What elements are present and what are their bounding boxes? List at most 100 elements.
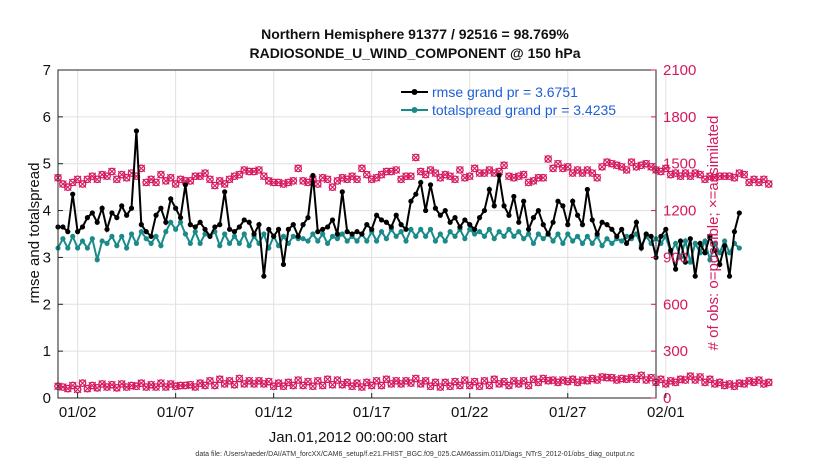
totalspread-point [94, 257, 100, 263]
totalspread-point [217, 243, 223, 249]
totalspread-point [427, 226, 434, 232]
rmse-point [187, 222, 193, 228]
rmse-point [369, 226, 375, 232]
rmse-point [231, 229, 238, 235]
rmse-point [65, 229, 71, 235]
rmse-point [138, 222, 144, 228]
totalspread-point [374, 238, 380, 244]
possible-obs-marker [411, 153, 420, 162]
totalspread-point [354, 238, 360, 244]
rmse-point [256, 222, 262, 228]
rmse-point [496, 172, 502, 179]
totalspread-point [467, 226, 473, 232]
series-layer [54, 128, 773, 394]
possible-obs-marker [740, 170, 749, 179]
totalspread-point [364, 238, 370, 244]
totalspread-point [261, 231, 267, 237]
rmse-point [570, 198, 576, 204]
rmse-point [398, 222, 404, 228]
rmse-point [202, 226, 208, 232]
totalspread-point [476, 229, 483, 235]
totalspread-point [231, 233, 238, 239]
rmse-point [550, 219, 556, 225]
possible-obs-marker [152, 178, 160, 187]
totalspread-point [246, 243, 252, 249]
assimilated-obs-marker [318, 381, 327, 390]
y-axis-label: rmse and totalspread [26, 163, 43, 304]
totalspread-point [677, 254, 684, 261]
legend-spread-label: totalspread grand pr = 3.4235 [432, 102, 616, 118]
x-tick-label: 01/22 [451, 404, 489, 421]
totalspread-point [442, 238, 448, 244]
rmse-point [104, 226, 110, 232]
y-tick-label: 3 [43, 249, 51, 266]
chart-title: Northern Hemisphere 91377 / 92516 = 98.7… [261, 26, 569, 42]
totalspread-point [398, 229, 404, 235]
possible-obs-marker [392, 166, 401, 174]
rmse-point [619, 226, 625, 232]
rmse-point [158, 205, 164, 211]
totalspread-point [521, 236, 527, 242]
totalspread-point [506, 226, 512, 232]
rmse-point [251, 231, 257, 237]
rmse-point [697, 240, 703, 246]
totalspread-point [423, 233, 429, 239]
totalspread-point [418, 226, 424, 232]
rmse-point [315, 229, 321, 235]
rmse-point [648, 233, 654, 239]
totalspread-point [182, 231, 189, 237]
possible-obs-marker [661, 164, 670, 173]
rmse-point [266, 226, 272, 232]
rmse-point [192, 224, 198, 230]
totalspread-point [75, 245, 81, 251]
x-axis-label: Jan.01,2012 00:00:00 start [269, 429, 448, 446]
totalspread-point [560, 240, 566, 246]
rmse-point [114, 215, 120, 221]
totalspread-point [192, 229, 198, 235]
possible-obs-marker [358, 164, 366, 173]
rmse-point [579, 222, 586, 228]
totalspread-point [481, 233, 488, 239]
totalspread-point [682, 238, 689, 244]
rmse-point [290, 222, 296, 228]
totalspread-point [329, 233, 336, 239]
totalspread-point [702, 238, 708, 244]
right-y-tick-label: 1500 [663, 156, 696, 173]
possible-obs-marker [255, 166, 263, 174]
rmse-point [99, 205, 105, 211]
rmse-point [119, 203, 125, 209]
rmse-point [163, 219, 169, 225]
right-y-axis-label: # of obs: o=possible; ×=assimilated [705, 116, 722, 351]
totalspread-point [114, 243, 120, 249]
assimilated-obs-marker [451, 377, 459, 386]
y-tick-label: 1 [43, 343, 51, 360]
rmse-point [623, 240, 630, 246]
rmse-point [437, 212, 443, 218]
totalspread-point [222, 231, 228, 237]
totalspread-point [124, 245, 130, 251]
right-y-tick-label: 2100 [663, 62, 696, 79]
rmse-point [143, 229, 149, 235]
rmse-point [128, 205, 135, 211]
totalspread-point [187, 240, 193, 246]
rmse-point [320, 226, 326, 232]
rmse-point [79, 224, 86, 230]
rmse-point [207, 233, 213, 239]
totalspread-point [104, 240, 110, 246]
totalspread-point [579, 240, 586, 246]
x-tick-label: 01/07 [157, 404, 195, 421]
rmse-point [427, 182, 434, 188]
totalspread-point [133, 240, 140, 246]
possible-obs-marker [465, 172, 474, 181]
totalspread-point [486, 226, 492, 232]
totalspread-point [707, 257, 713, 263]
totalspread-point [197, 240, 203, 246]
legend-rmse-marker [411, 89, 418, 95]
rmse-point [707, 233, 713, 239]
rmse-point [726, 273, 733, 279]
possible-obs-marker [206, 175, 214, 184]
possible-obs-marker [108, 167, 116, 176]
totalspread-point [452, 233, 458, 239]
rmse-point [565, 222, 571, 228]
rmse-point [574, 212, 581, 218]
